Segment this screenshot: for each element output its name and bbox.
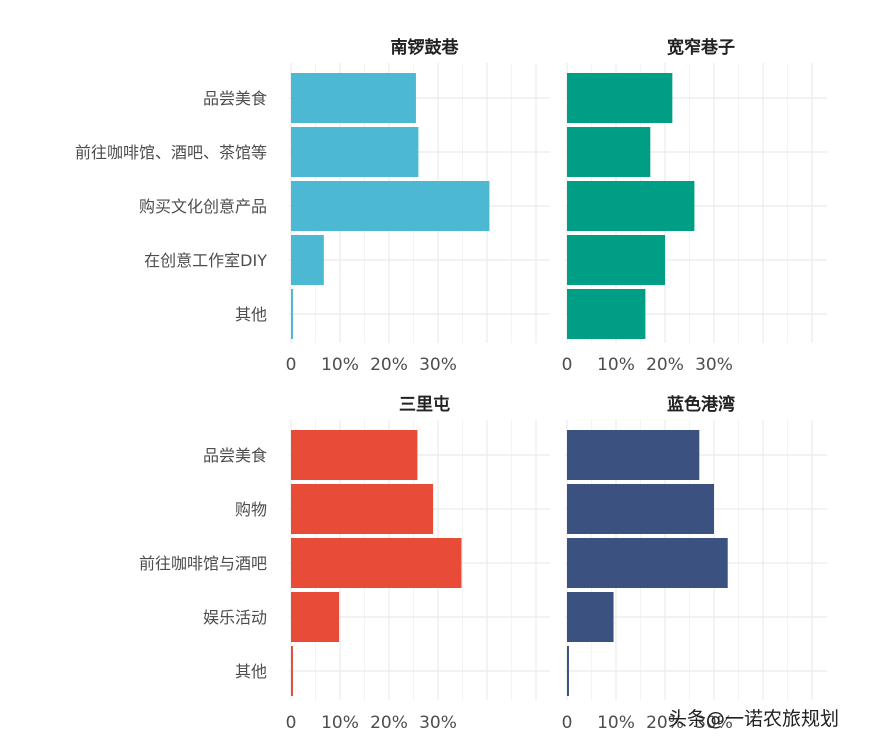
x-tick-label: 30%	[419, 355, 457, 375]
bar-1	[291, 430, 418, 480]
x-tick-label: 10%	[597, 713, 635, 733]
panel-title: 南锣鼓巷	[391, 37, 460, 58]
x-tick-label: 10%	[321, 713, 359, 733]
bar-3	[291, 181, 490, 231]
category-label: 品尝美食	[203, 446, 267, 465]
category-label: 购物	[235, 500, 267, 519]
x-tick-label: 20%	[646, 713, 684, 733]
bar-2	[567, 127, 651, 177]
watermark-text: 头条@一诺农旅规划	[668, 708, 839, 730]
bar-5	[291, 646, 293, 696]
category-label: 其他	[235, 662, 267, 681]
x-tick-label: 30%	[419, 713, 457, 733]
bar-2	[291, 484, 434, 534]
x-tick-label: 0	[562, 355, 573, 375]
bar-4	[291, 235, 324, 285]
category-label: 品尝美食	[203, 89, 267, 108]
category-label: 前往咖啡馆、酒吧、茶馆等	[75, 143, 267, 162]
bar-3	[291, 538, 462, 588]
x-tick-label: 0	[286, 355, 297, 375]
category-label: 其他	[235, 305, 267, 324]
facet-panel-4: 0 10% 20% 30% 蓝色港湾	[562, 394, 827, 733]
panel-title: 宽窄巷子	[667, 37, 735, 58]
bar-1	[567, 73, 673, 123]
x-tick-label: 0	[286, 713, 297, 733]
bar-5	[567, 646, 569, 696]
bar-2	[291, 127, 419, 177]
bar-4	[291, 592, 340, 642]
panel-title: 三里屯	[399, 394, 450, 415]
bar-3	[567, 181, 695, 231]
bar-3	[567, 538, 728, 588]
category-label: 前往咖啡馆与酒吧	[139, 554, 267, 573]
bar-5	[567, 289, 646, 339]
x-tick-label: 20%	[370, 713, 408, 733]
panel-title: 蓝色港湾	[667, 394, 735, 415]
bar-5	[291, 289, 293, 339]
bar-1	[567, 430, 700, 480]
x-tick-label: 20%	[370, 355, 408, 375]
category-label: 在创意工作室DIY	[144, 251, 267, 270]
x-tick-label: 30%	[695, 355, 733, 375]
bar-4	[567, 235, 665, 285]
x-tick-label: 0	[562, 713, 573, 733]
facet-panel-2: 0 10% 20% 30% 宽窄巷子	[562, 37, 827, 375]
x-tick-label: 30%	[695, 713, 733, 733]
x-tick-label: 10%	[597, 355, 635, 375]
x-tick-label: 20%	[646, 355, 684, 375]
category-label: 娱乐活动	[203, 608, 267, 627]
bar-4	[567, 592, 614, 642]
x-tick-label: 10%	[321, 355, 359, 375]
category-label: 购买文化创意产品	[139, 197, 267, 216]
bar-2	[567, 484, 714, 534]
bar-1	[291, 73, 416, 123]
